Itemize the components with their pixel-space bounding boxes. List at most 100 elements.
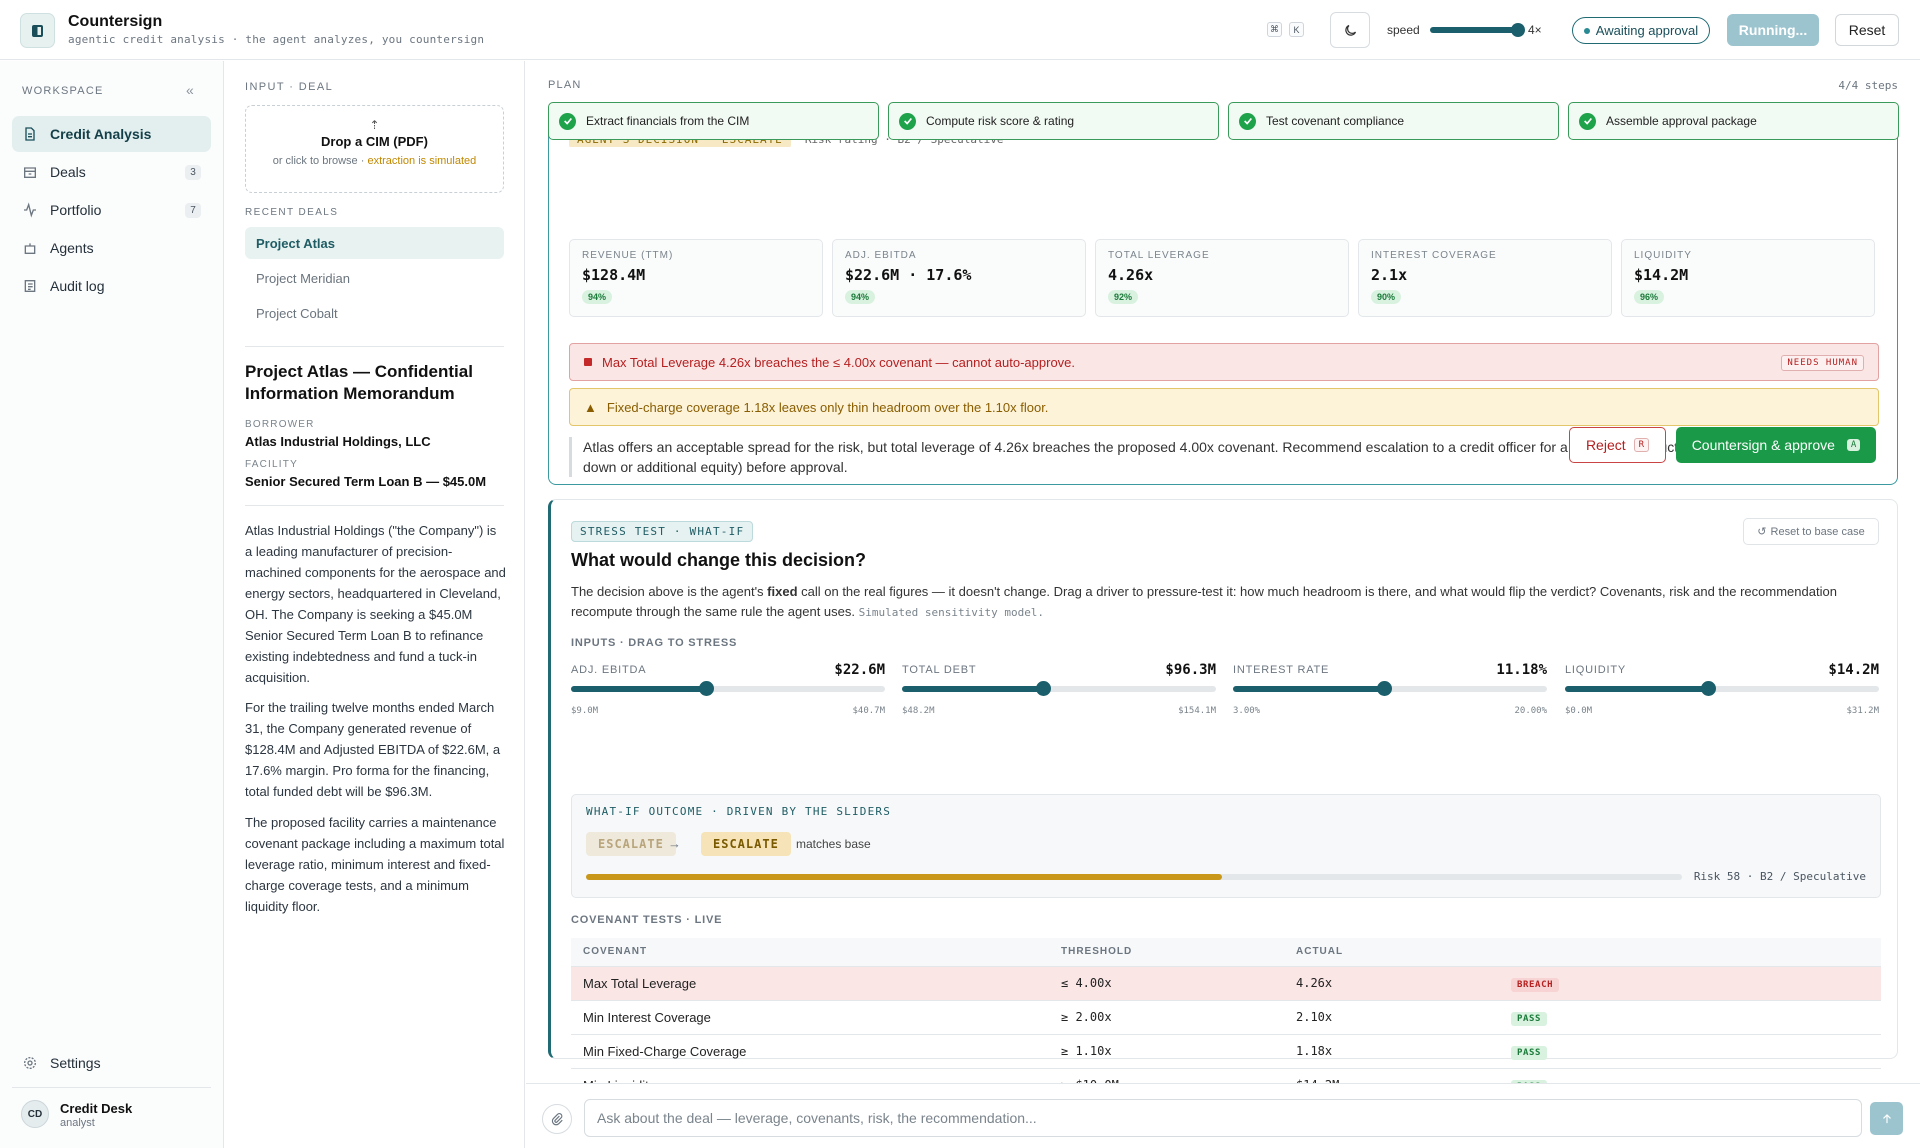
status-badge: BREACH xyxy=(1511,977,1560,992)
slider-track[interactable] xyxy=(1233,681,1547,696)
running-button[interactable]: Running... xyxy=(1727,14,1819,46)
warning-alert: ▲ Fixed-charge coverage 1.18x leaves onl… xyxy=(569,388,1879,426)
slider-thumb[interactable] xyxy=(699,681,715,696)
slider-name: ADJ. EBITDA xyxy=(571,664,647,676)
input-label: INPUT · DEAL xyxy=(245,81,334,93)
slider-name: INTEREST RATE xyxy=(1233,664,1330,676)
covenant-status-cell: PASS xyxy=(1499,1000,1881,1035)
approve-button[interactable]: Countersign & approve A xyxy=(1676,427,1876,463)
risk-bar xyxy=(586,874,1682,880)
top-bar: Countersign agentic credit analysis · th… xyxy=(0,0,1920,60)
slider-fill xyxy=(902,686,1044,692)
slider-min: $48.2M xyxy=(902,706,935,716)
sidebar-item-settings[interactable]: Settings xyxy=(12,1046,211,1080)
outcome-label: WHAT-IF OUTCOME · DRIVEN BY THE SLIDERS xyxy=(586,805,892,818)
covenant-threshold: ≥ 2.00x xyxy=(1049,1000,1284,1035)
divider xyxy=(245,346,504,347)
reject-button[interactable]: Reject R xyxy=(1569,427,1666,463)
slider-thumb[interactable] xyxy=(1376,681,1392,696)
metric-label: TOTAL LEVERAGE xyxy=(1108,250,1210,261)
approve-label: Countersign & approve xyxy=(1691,437,1835,453)
arrow-up-icon xyxy=(1882,1113,1891,1123)
confidence-badge: 92% xyxy=(1108,290,1139,304)
reset-button[interactable]: Reset xyxy=(1835,14,1899,46)
activity-icon xyxy=(24,202,36,218)
slider-thumb[interactable] xyxy=(1036,681,1052,696)
slider-max: $31.2M xyxy=(1846,706,1879,716)
slider-track[interactable] xyxy=(902,681,1216,696)
stress-title: What would change this decision? xyxy=(571,550,867,570)
slider-interest-rate[interactable]: INTEREST RATE 11.18% 3.00% 20.00% xyxy=(1233,662,1547,722)
covenant-name: Max Total Leverage xyxy=(571,966,1049,1001)
theme-toggle-button[interactable] xyxy=(1330,12,1370,48)
slider-liquidity[interactable]: LIQUIDITY $14.2M $0.0M $31.2M xyxy=(1565,662,1879,722)
covenant-actual: 4.26x xyxy=(1284,966,1499,1001)
status-dot-icon xyxy=(1583,27,1590,34)
stress-test-card: STRESS TEST · WHAT-IF ↺ Reset to base cas… xyxy=(548,499,1898,1103)
speed-slider[interactable] xyxy=(1430,23,1525,37)
metric-card: LIQUIDITY $14.2M 96% xyxy=(1621,239,1875,317)
column-header: THRESHOLD xyxy=(1049,938,1284,967)
arrow-icon: → xyxy=(668,836,681,851)
deal-item-cobalt[interactable]: Project Cobalt xyxy=(256,305,338,321)
slider-adj-ebitda[interactable]: ADJ. EBITDA $22.6M $9.0M $40.7M xyxy=(571,662,885,722)
document-title: Project Atlas — Confidential Information… xyxy=(245,362,473,403)
dropzone-accent: extraction is simulated xyxy=(367,155,477,167)
sidebar-item-agents[interactable]: Agents xyxy=(12,230,211,266)
reset-base-case-button[interactable]: ↺ Reset to base case xyxy=(1743,518,1879,545)
covenant-actual: 2.10x xyxy=(1284,1000,1499,1035)
reset-base-label: Reset to base case xyxy=(1770,525,1865,538)
avatar[interactable]: CD xyxy=(21,1100,49,1128)
slider-name: TOTAL DEBT xyxy=(902,664,977,676)
metric-label: REVENUE (TTM) xyxy=(582,250,674,261)
desc-part: The decision above is the agent's xyxy=(571,584,768,599)
metric-value: $14.2M xyxy=(1634,266,1689,284)
app-subtitle: agentic credit analysis · the agent anal… xyxy=(68,33,485,46)
slider-thumb[interactable] xyxy=(1700,681,1716,696)
plan-step: Extract financials from the CIM xyxy=(548,102,879,140)
deal-item-meridian[interactable]: Project Meridian xyxy=(256,270,350,286)
cim-dropzone[interactable]: ⇡ Drop a CIM (PDF) or click to browse · … xyxy=(245,105,504,193)
plan-step: Compute risk score & rating xyxy=(888,102,1219,140)
sidebar-toggle-icon[interactable] xyxy=(20,13,55,48)
collapse-icon[interactable]: « xyxy=(186,82,194,98)
slider-fill xyxy=(571,686,707,692)
verdict-match: matches base xyxy=(796,837,871,851)
confidence-badge: 94% xyxy=(582,290,613,304)
slider-value: 11.18% xyxy=(1496,662,1547,678)
sidebar-item-audit-log[interactable]: Audit log xyxy=(12,268,211,304)
approve-shortcut: A xyxy=(1846,439,1861,451)
speed-slider-thumb[interactable] xyxy=(1511,23,1525,37)
memo-paragraph: For the trailing twelve months ended Mar… xyxy=(245,700,501,799)
column-header xyxy=(1499,938,1881,967)
attach-button[interactable] xyxy=(542,1104,572,1134)
speed-value: 4× xyxy=(1528,23,1542,37)
metric-card: TOTAL LEVERAGE 4.26x 92% xyxy=(1095,239,1349,317)
sidebar-item-credit-analysis[interactable]: Credit Analysis xyxy=(12,116,211,152)
upload-icon: ⇡ xyxy=(369,118,380,132)
chat-input[interactable] xyxy=(584,1099,1862,1137)
slider-total-debt[interactable]: TOTAL DEBT $96.3M $48.2M $154.1M xyxy=(902,662,1216,722)
covenant-threshold: ≤ 4.00x xyxy=(1049,966,1284,1001)
warning-icon: ▲ xyxy=(584,399,597,415)
deal-item-atlas[interactable]: Project Atlas xyxy=(245,227,504,259)
deal-input-panel: INPUT · DEAL ⇡ Drop a CIM (PDF) or click… xyxy=(225,61,525,1148)
paperclip-icon xyxy=(551,1113,563,1126)
sidebar-item-deals[interactable]: Deals 3 xyxy=(12,154,211,190)
covenant-status-cell: PASS xyxy=(1499,1034,1881,1069)
slider-track[interactable] xyxy=(571,681,885,696)
plan-step: Test covenant compliance xyxy=(1228,102,1559,140)
send-button[interactable] xyxy=(1870,1102,1903,1135)
sidebar-item-label: Audit log xyxy=(50,278,105,294)
covenants-label: COVENANT TESTS · LIVE xyxy=(571,914,723,926)
briefcase-icon xyxy=(24,167,36,178)
sidebar-item-portfolio[interactable]: Portfolio 7 xyxy=(12,192,211,228)
slider-min: $9.0M xyxy=(571,706,599,716)
table-header-row: COVENANT THRESHOLD ACTUAL xyxy=(571,938,1881,967)
stress-description: The decision above is the agent's fixed … xyxy=(571,582,1871,623)
slider-track[interactable] xyxy=(1565,681,1879,696)
metric-card: REVENUE (TTM) $128.4M 94% xyxy=(569,239,823,317)
risk-readout: Risk 58 · B2 / Speculative xyxy=(1693,870,1866,883)
settings-label: Settings xyxy=(50,1055,101,1071)
slider-value: $14.2M xyxy=(1828,662,1879,678)
